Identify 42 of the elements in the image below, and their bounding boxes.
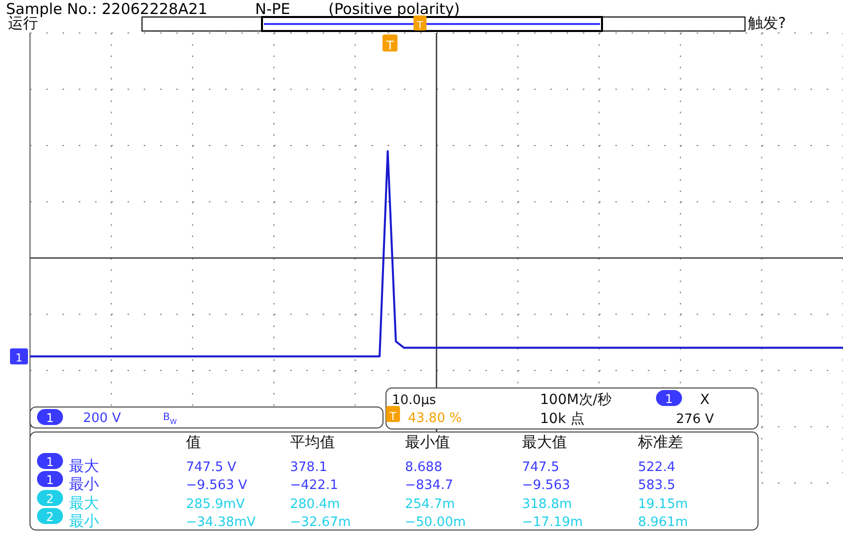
text: −34.38mV (186, 515, 256, 530)
text: 8.688 (405, 460, 442, 475)
text: 276 V (676, 412, 714, 427)
text: 8.961m (638, 515, 688, 530)
text: X (700, 392, 710, 408)
text: −50.00m (405, 515, 466, 530)
text: B$_{W}$ (163, 412, 177, 426)
text: 平均值 (290, 433, 335, 451)
text: 最小值 (405, 433, 450, 451)
text: −834.7 (405, 478, 454, 493)
text: −422.1 (290, 478, 338, 493)
text: 285.9mV (186, 497, 245, 512)
text: 318.8m (522, 497, 572, 512)
text: 触发? (748, 14, 786, 32)
text: −32.67m (290, 515, 351, 530)
text: 200 V (83, 411, 121, 426)
text: 最大值 (522, 433, 567, 451)
text: 标准差 (637, 433, 683, 451)
text: 19.15m (638, 497, 688, 512)
text: −17.19m (522, 515, 583, 530)
text: 747.5 V (186, 460, 236, 475)
text: 值 (186, 433, 201, 451)
text: 522.4 (638, 460, 676, 475)
text: 100M次/秒 (540, 392, 612, 408)
text: −9.563 (522, 478, 570, 493)
text: 378.1 (290, 460, 328, 475)
text: 10k 点 (540, 411, 584, 427)
badge: 1 (10, 348, 28, 364)
text: 最大 (69, 457, 99, 475)
text: 747.5 (522, 460, 560, 475)
text: 43.80 % (408, 411, 462, 426)
text: −9.563 V (186, 478, 248, 493)
text: 最大 (69, 494, 99, 512)
text: 280.4m (290, 497, 340, 512)
text: 最小 (69, 512, 99, 530)
text: 最小 (69, 475, 99, 493)
trigger-marker: T (414, 16, 426, 32)
trigger-marker: T (386, 406, 400, 423)
text: 583.5 (638, 478, 676, 493)
text: 10.0µs (392, 393, 436, 408)
trigger-marker: T (382, 34, 398, 52)
text: 254.7m (405, 497, 455, 512)
